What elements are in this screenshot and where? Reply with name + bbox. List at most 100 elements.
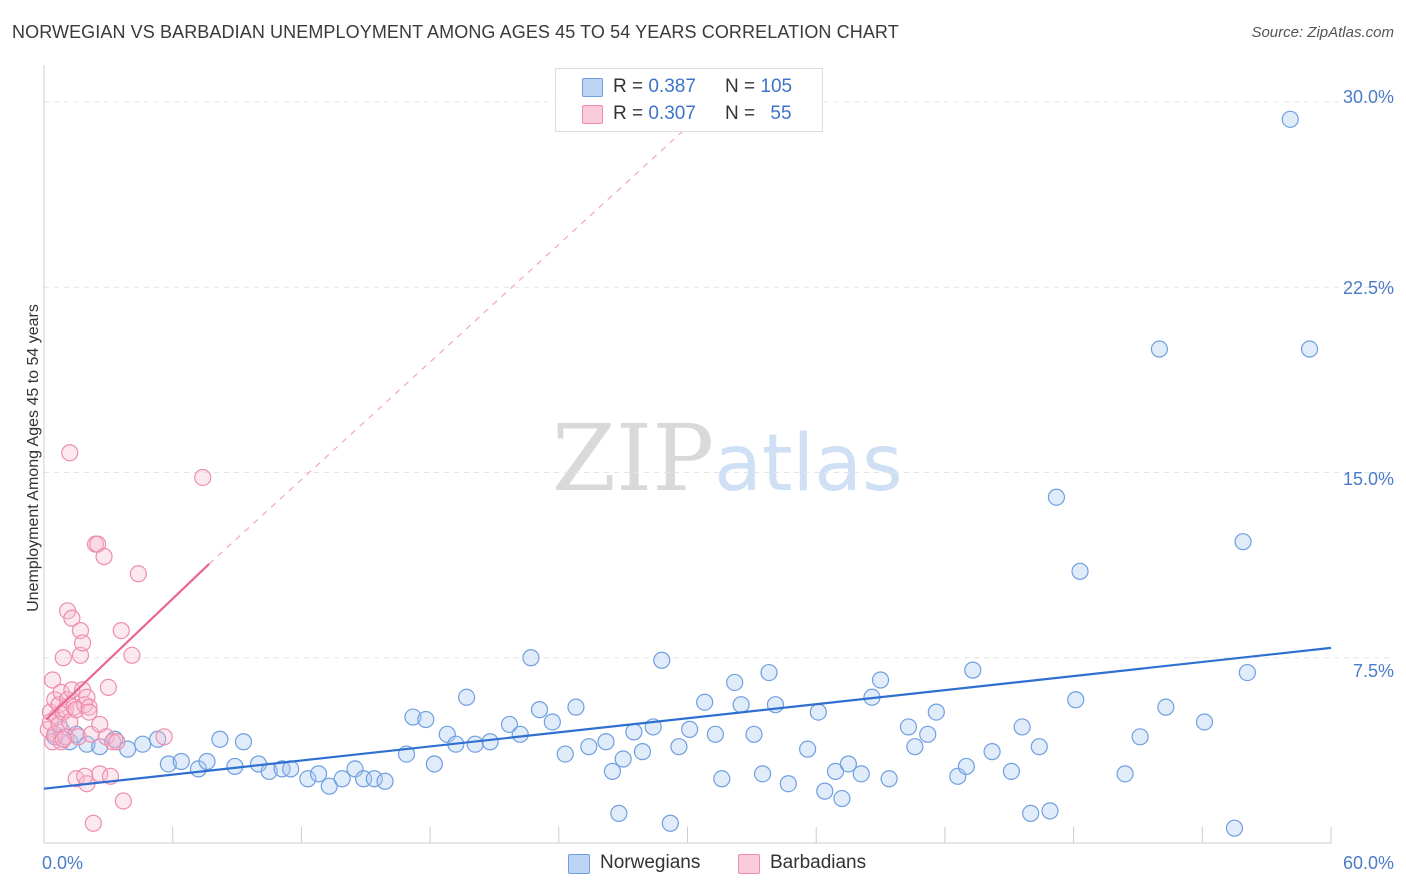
watermark-atlas: atlas	[714, 419, 903, 509]
bottom-legend-label: Barbadians	[770, 852, 867, 873]
norwegian-point	[404, 708, 422, 726]
norwegian-point	[365, 770, 383, 788]
norwegian-point	[134, 735, 152, 753]
norwegian-point	[1041, 802, 1059, 820]
barbadian-point	[54, 649, 72, 667]
norwegian-point	[556, 745, 574, 763]
norwegian-point	[597, 733, 615, 751]
norwegian-point	[625, 723, 643, 741]
barbadian-point	[63, 609, 81, 627]
bottom-legend-label: Norwegians	[600, 852, 701, 873]
norwegian-point	[745, 725, 763, 743]
norwegian-point	[880, 770, 898, 788]
legend-r-value: 0.387	[648, 76, 696, 97]
norwegian-point	[839, 755, 857, 773]
bottom-legend-barbadians: Barbadians	[738, 852, 866, 874]
legend-r: R = 0.387	[613, 76, 696, 98]
y-tick-label: 15.0%	[1342, 469, 1394, 489]
norwegian-point	[211, 730, 229, 748]
norwegian-point	[760, 663, 778, 682]
norwegian-point	[633, 743, 652, 761]
norwegian-point	[1013, 718, 1031, 736]
bottom-legend-swatch-barbadians	[738, 854, 760, 874]
barbadian-point	[114, 792, 132, 810]
barbadian-trend-line	[45, 563, 210, 721]
norwegian-point	[1300, 340, 1319, 358]
barbadian-point	[108, 733, 126, 751]
norwegian-point	[234, 733, 253, 751]
barbadian-point	[80, 703, 98, 721]
norwegian-point	[466, 735, 484, 753]
barbadian-point	[67, 701, 85, 719]
norwegian-point	[809, 703, 827, 721]
norwegian-point	[1047, 488, 1066, 506]
norwegian-trend-line	[43, 646, 1332, 790]
norwegian-point	[713, 770, 731, 788]
norwegian-point	[614, 750, 632, 768]
norwegian-point	[603, 762, 622, 780]
x-tick-label: 60.0%	[1342, 853, 1394, 873]
norwegian-point	[1150, 340, 1169, 358]
norwegian-point	[899, 718, 918, 736]
norwegian-point	[522, 649, 540, 667]
norwegian-point	[1002, 762, 1020, 780]
norwegian-point	[610, 804, 628, 822]
barbadian-point	[84, 814, 102, 832]
barbadian-point	[104, 733, 122, 751]
norwegian-point	[1067, 691, 1085, 709]
norwegian-point	[425, 755, 443, 773]
legend-n-label: N =	[725, 76, 756, 97]
norwegian-point	[826, 762, 845, 780]
legend-r-label: R =	[613, 76, 644, 97]
norwegian-point	[753, 765, 772, 783]
norwegian-point	[871, 671, 890, 689]
barbadian-point	[74, 634, 92, 652]
norwegian-point	[198, 752, 216, 771]
norwegian-point	[543, 713, 561, 731]
norwegian-point	[580, 738, 598, 756]
norwegian-point	[333, 770, 351, 788]
norwegian-point	[816, 782, 834, 800]
norwegian-point	[957, 757, 975, 776]
barbadian-point	[43, 671, 62, 689]
norwegian-point	[706, 725, 724, 743]
norwegian-point	[1157, 698, 1175, 716]
norwegian-point	[1116, 765, 1134, 783]
legend-box: R = 0.387 N = 105 R = 0.307 N = 55	[555, 68, 823, 132]
norwegian-point	[983, 743, 1001, 761]
x-tick-label: 0.0%	[42, 853, 84, 873]
y-tick-label: 30.0%	[1342, 87, 1394, 107]
barbadian-point	[112, 621, 130, 640]
legend-r-label: R =	[613, 103, 644, 124]
watermark: ZIPatlas	[552, 405, 903, 512]
legend-r-value: 0.307	[648, 103, 696, 124]
norwegian-point	[1022, 804, 1040, 822]
norwegian-point	[799, 740, 817, 758]
watermark-zip: ZIP	[552, 405, 715, 512]
norwegian-point	[457, 688, 476, 706]
legend-n: N = 105	[725, 76, 792, 98]
norwegian-point	[726, 673, 744, 692]
norwegian-point	[779, 775, 797, 793]
norwegian-point	[309, 765, 328, 783]
norwegian-point	[530, 701, 549, 719]
norwegian-point	[696, 693, 714, 711]
barbadian-point	[129, 565, 147, 583]
barbadian-trend-extension	[208, 126, 688, 565]
source-label: Source: ZipAtlas.com	[1251, 24, 1394, 41]
barbadian-point	[61, 444, 79, 462]
barbadian-point	[76, 767, 94, 785]
norwegian-point	[172, 752, 190, 771]
y-tick-label: 22.5%	[1342, 278, 1394, 298]
norwegian-point	[1225, 819, 1244, 837]
norwegian-point	[906, 738, 924, 756]
norwegian-point	[320, 777, 338, 795]
legend-n: N = 55	[725, 103, 792, 125]
norwegian-point	[852, 765, 870, 783]
barbadian-point	[80, 698, 98, 716]
barbadian-point	[194, 468, 212, 487]
barbadian-point	[99, 678, 117, 697]
norwegian-point	[681, 720, 699, 738]
barbadian-point	[123, 646, 141, 664]
